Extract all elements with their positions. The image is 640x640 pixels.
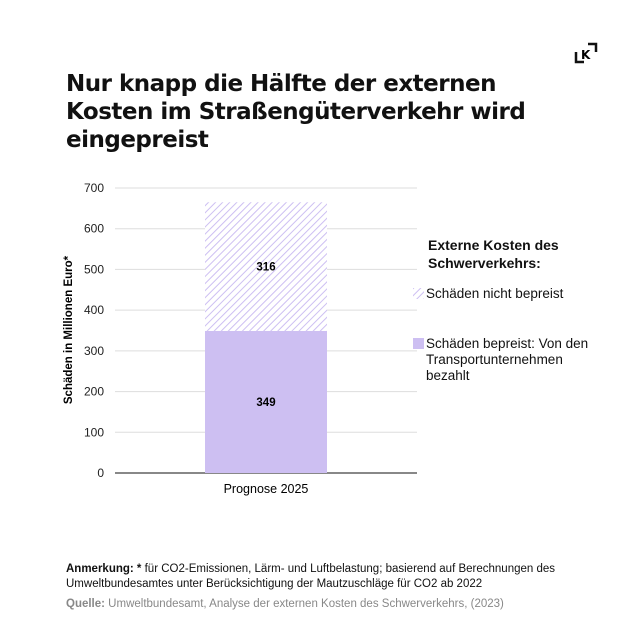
y-tick-label: 500 <box>84 262 104 276</box>
y-tick-label: 700 <box>84 181 104 195</box>
source-label: Quelle: <box>66 598 105 610</box>
legend-label: Schäden nicht bepreist <box>426 286 564 301</box>
footnote: Anmerkung: * für CO2-Emissionen, Lärm- u… <box>66 562 586 592</box>
data-label: 316 <box>256 262 275 274</box>
note-label: Anmerkung: * <box>66 563 142 575</box>
hatched-swatch-icon <box>413 288 424 299</box>
stacked-bar-chart: 0 100 200 300 400 500 600 700 349 316 Prognose 202… <box>63 181 417 496</box>
y-tick-label: 0 <box>97 466 104 480</box>
x-tick-label: Prognose 2025 <box>224 482 309 496</box>
solid-swatch-icon <box>413 338 424 349</box>
y-tick-label: 300 <box>84 344 104 358</box>
y-tick-label: 200 <box>84 385 104 399</box>
y-tick-label: 400 <box>84 303 104 317</box>
source: Quelle: Umweltbundesamt, Analyse der ext… <box>66 598 504 610</box>
y-axis-label: Schäden in Millionen Euro* <box>63 255 75 404</box>
legend-item-unpriced: Schäden nicht bepreist <box>413 286 563 302</box>
y-tick-label: 100 <box>84 425 104 439</box>
source-text: Umweltbundesamt, Analyse der externen Ko… <box>104 598 504 610</box>
svg-text:K: K <box>581 48 591 62</box>
legend-item-priced: Schäden bepreist: Von den Transportunter… <box>413 336 593 384</box>
y-tick-label: 600 <box>84 222 104 236</box>
bar-segment-0 <box>205 330 327 473</box>
note-text: für CO2-Emissionen, Lärm- und Luftbelast… <box>66 563 556 590</box>
brand-logo-icon: K <box>574 42 598 64</box>
legend-label: Schäden bepreist: Von den Transportunter… <box>426 336 589 383</box>
data-label: 349 <box>256 397 275 409</box>
legend-title: Externe Kosten des Schwerverkehrs: <box>428 237 559 271</box>
bar-segment-1 <box>205 202 327 331</box>
chart-title: Nur knapp die Hälfte der externen Kosten… <box>66 71 526 153</box>
